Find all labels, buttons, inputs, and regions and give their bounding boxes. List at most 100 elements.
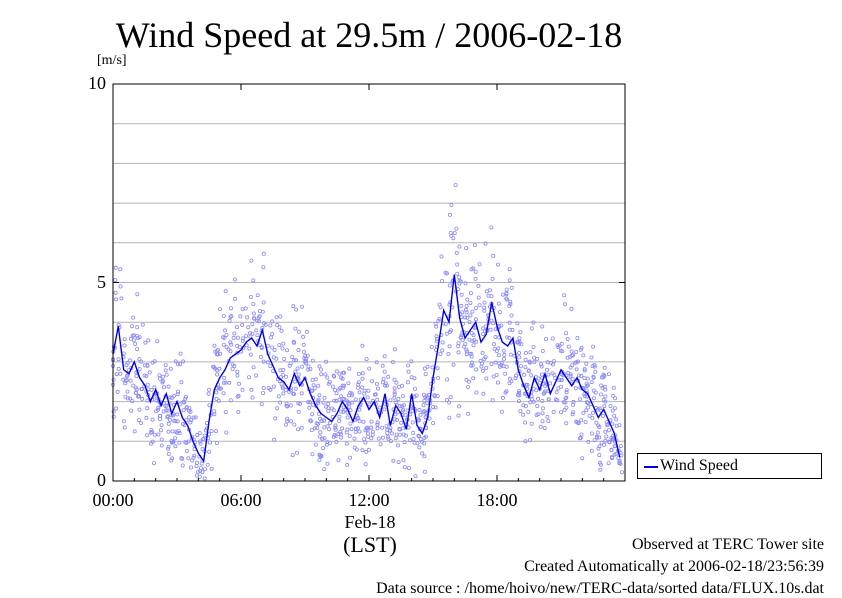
scatter-point	[382, 369, 387, 374]
scatter-point	[158, 428, 163, 433]
scatter-point	[116, 366, 121, 371]
scatter-point	[467, 320, 472, 325]
scatter-point	[400, 394, 405, 399]
scatter-point	[607, 428, 612, 433]
scatter-point	[337, 414, 342, 419]
scatter-point	[299, 425, 304, 430]
scatter-point	[248, 294, 253, 299]
scatter-point	[125, 389, 130, 394]
scatter-point	[202, 476, 207, 481]
scatter-point	[464, 303, 469, 308]
scatter-point	[159, 443, 164, 448]
scatter-point	[325, 424, 330, 429]
scatter-point	[447, 344, 452, 349]
scatter-point	[166, 421, 171, 426]
scatter-point	[338, 430, 343, 435]
scatter-point	[491, 321, 496, 326]
scatter-point	[451, 362, 456, 367]
scatter-point	[499, 409, 504, 414]
scatter-point	[222, 375, 227, 380]
scatter-point	[168, 395, 173, 400]
scatter-point	[589, 355, 594, 360]
scatter-point	[483, 241, 488, 246]
scatter-point	[482, 308, 487, 313]
scatter-point	[556, 344, 561, 349]
scatter-point	[170, 429, 175, 434]
scatter-point	[374, 360, 379, 365]
scatter-point	[375, 426, 380, 431]
scatter-point	[448, 328, 453, 333]
scatter-point	[175, 362, 180, 367]
scatter-point	[592, 438, 597, 443]
scatter-point	[602, 365, 607, 370]
scatter-point	[241, 336, 246, 341]
scatter-point	[472, 242, 477, 247]
scatter-point	[346, 381, 351, 386]
scatter-point	[604, 434, 609, 439]
scatter-point	[509, 285, 514, 290]
scatter-point	[581, 410, 586, 415]
scatter-point	[187, 406, 192, 411]
scatter-point	[274, 356, 279, 361]
scatter-point	[221, 391, 226, 396]
scatter-point	[422, 409, 427, 414]
scatter-point	[247, 331, 252, 336]
scatter-point	[116, 357, 121, 362]
x-tick-label: 00:00	[92, 490, 134, 510]
scatter-point	[540, 372, 545, 377]
scatter-point	[280, 386, 285, 391]
scatter-point	[452, 231, 457, 236]
scatter-point	[178, 351, 183, 356]
scatter-point	[386, 436, 391, 441]
scatter-point	[448, 300, 453, 305]
scatter-point	[189, 418, 194, 423]
scatter-point	[151, 461, 156, 466]
scatter-point	[247, 346, 252, 351]
scatter-point	[235, 350, 240, 355]
scatter-point	[432, 393, 437, 398]
scatter-point	[170, 456, 175, 461]
scatter-point	[383, 383, 388, 388]
scatter-point	[353, 429, 358, 434]
scatter-point	[490, 398, 495, 403]
scatter-point	[181, 399, 186, 404]
scatter-point	[152, 432, 157, 437]
scatter-point	[223, 410, 228, 415]
scatter-point	[113, 278, 118, 283]
scatter-point	[123, 394, 128, 399]
credit-created: Created Automatically at 2006-02-18/23:5…	[524, 558, 824, 575]
scatter-point	[306, 400, 311, 405]
scatter-point	[584, 361, 589, 366]
scatter-point	[568, 372, 573, 377]
scatter-point	[443, 321, 448, 326]
scatter-point	[250, 331, 255, 336]
scatter-point	[111, 409, 116, 414]
scatter-point	[135, 346, 140, 351]
scatter-point	[508, 299, 513, 304]
scatter-point	[447, 400, 452, 405]
scatter-point	[496, 301, 501, 306]
scatter-point	[463, 342, 468, 347]
scatter-point	[348, 455, 353, 460]
scatter-point	[202, 433, 207, 438]
scatter-point	[484, 376, 489, 381]
scatter-point	[471, 343, 476, 348]
scatter-point	[157, 376, 162, 381]
scatter-point	[290, 355, 295, 360]
scatter-point	[198, 439, 203, 444]
scatter-point	[337, 387, 342, 392]
scatter-point	[596, 446, 601, 451]
scatter-point	[229, 342, 234, 347]
scatter-point	[326, 381, 331, 386]
scatter-point	[357, 390, 362, 395]
scatter-point	[602, 404, 607, 409]
scatter-point	[164, 372, 169, 377]
scatter-point	[435, 375, 440, 380]
legend-label: Wind Speed	[660, 457, 739, 474]
scatter-point	[402, 465, 407, 470]
credit-site: Observed at TERC Tower site	[631, 536, 824, 553]
scatter-point	[508, 301, 513, 306]
scatter-point	[353, 426, 358, 431]
scatter-point	[582, 367, 587, 372]
scatter-point	[147, 370, 152, 375]
